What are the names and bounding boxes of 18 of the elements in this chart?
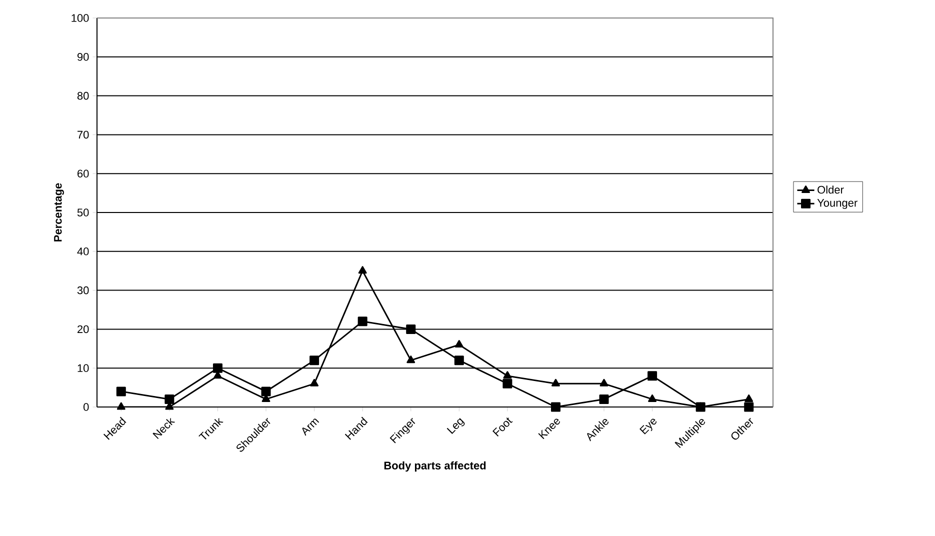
y-tick-label: 80 xyxy=(77,92,89,100)
y-tick-label: 0 xyxy=(84,403,89,411)
y-tick-label: 100 xyxy=(72,14,89,22)
y-tick-label: 10 xyxy=(78,364,89,372)
y-tick-label: 60 xyxy=(78,170,89,178)
y-tick-label: 90 xyxy=(77,53,89,61)
y-axis-title: Percentage xyxy=(54,183,64,242)
legend-label: Older xyxy=(818,186,844,194)
x-tick-label: Eye xyxy=(640,418,656,434)
x-axis-title: Body parts affected xyxy=(384,461,486,472)
y-tick-label: 50 xyxy=(77,208,89,216)
y-tick-label: 70 xyxy=(78,130,89,139)
x-tick-label: Leg xyxy=(446,418,465,434)
x-tick-label: Arm xyxy=(302,418,320,436)
y-tick-label: 40 xyxy=(77,248,89,256)
y-tick-label: 30 xyxy=(77,286,89,294)
legend-label: Younger xyxy=(817,199,858,209)
y-tick-label: 20 xyxy=(78,325,89,334)
